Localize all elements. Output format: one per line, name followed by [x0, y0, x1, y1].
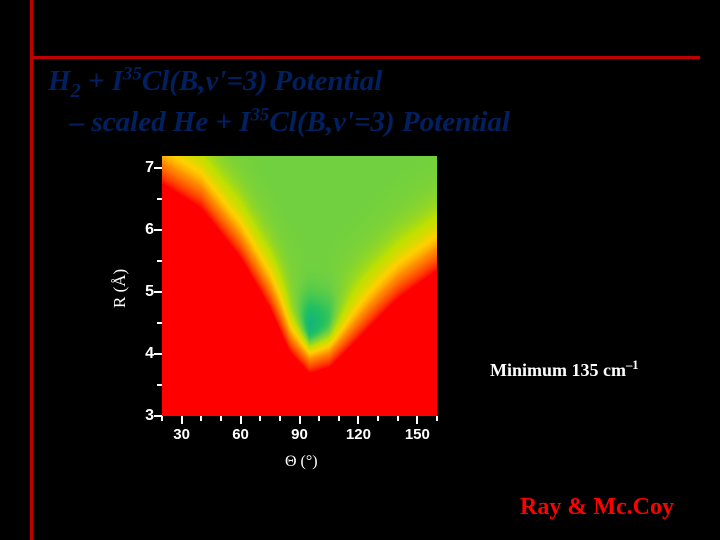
left-rule: [30, 0, 33, 540]
x-minor-tick: [397, 416, 399, 421]
y-tick-mark: [154, 167, 162, 169]
x-tick-mark: [181, 416, 183, 424]
heatmap-canvas: [162, 156, 437, 416]
y-minor-tick: [157, 198, 162, 200]
x-minor-tick: [436, 416, 438, 421]
x-tick-label: 60: [224, 426, 258, 443]
x-tick-label: 90: [283, 426, 317, 443]
x-tick-mark: [416, 416, 418, 424]
x-minor-tick: [200, 416, 202, 421]
title-line1: H2 + I35Cl(B,v'=3) Potential: [48, 65, 382, 97]
y-tick-label: 6: [124, 221, 154, 239]
slide-title: H2 + I35Cl(B,v'=3) Potential – scaled He…: [48, 62, 688, 141]
x-tick-mark: [240, 416, 242, 424]
x-minor-tick: [161, 416, 163, 421]
y-axis-label: R (Å): [110, 269, 130, 308]
x-axis-label: Θ (°): [285, 453, 318, 471]
x-tick-mark: [357, 416, 359, 424]
plot-area: [162, 156, 437, 416]
y-minor-tick: [157, 322, 162, 324]
y-tick-mark: [154, 291, 162, 293]
x-tick-mark: [299, 416, 301, 424]
y-tick-mark: [154, 353, 162, 355]
y-tick-mark: [154, 229, 162, 231]
x-minor-tick: [318, 416, 320, 421]
x-minor-tick: [279, 416, 281, 421]
y-minor-tick: [157, 260, 162, 262]
x-tick-label: 150: [400, 426, 434, 443]
minimum-annotation: Minimum 135 cm–1: [490, 358, 639, 381]
x-minor-tick: [338, 416, 340, 421]
potential-chart: 34567306090120150 R (Å) Θ (°): [100, 148, 460, 478]
x-tick-label: 120: [341, 426, 375, 443]
y-minor-tick: [157, 384, 162, 386]
x-minor-tick: [220, 416, 222, 421]
top-rule: [30, 56, 700, 59]
credit-line: Ray & Mc.Coy: [520, 494, 674, 521]
x-minor-tick: [377, 416, 379, 421]
y-tick-label: 3: [124, 407, 154, 425]
x-tick-label: 30: [165, 426, 199, 443]
title-line2: – scaled He + I35Cl(B,v'=3) Potential: [48, 106, 510, 138]
y-tick-label: 4: [124, 345, 154, 363]
x-minor-tick: [259, 416, 261, 421]
y-tick-label: 7: [124, 159, 154, 177]
